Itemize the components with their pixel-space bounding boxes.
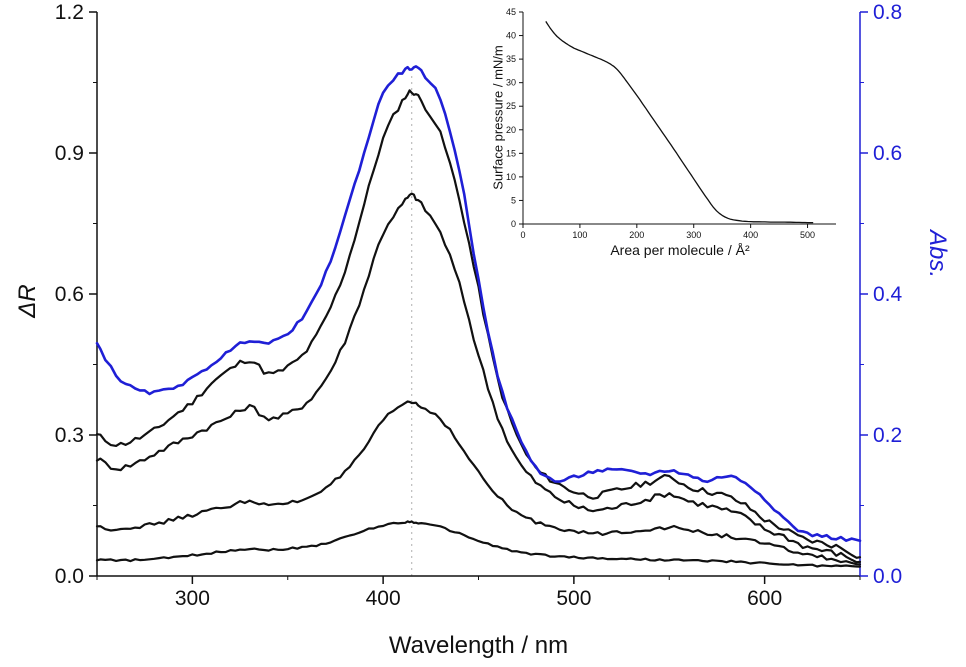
- left-y-axis-label: ΔR: [14, 284, 41, 318]
- tick-label: 0.8: [873, 1, 902, 24]
- series-pressure-area-isotherm: [545, 21, 814, 224]
- inset-x-axis-label: Area per molecule / Å²: [610, 242, 750, 258]
- tick-label: 20: [506, 125, 516, 135]
- tick-label: 0.0: [873, 565, 902, 588]
- tick-label: 0.2: [873, 424, 902, 447]
- tick-label: 0.6: [55, 283, 84, 306]
- right-y-axis-label: Abs.: [924, 229, 951, 279]
- inset-y-axis-label: Surface pressure / mN/m: [490, 45, 506, 190]
- tick-label: 500: [800, 230, 815, 240]
- series-absorbance-spectrum: [95, 65, 862, 543]
- tick-label: 0: [511, 219, 516, 229]
- tick-label: 35: [506, 54, 516, 64]
- tick-label: 100: [572, 230, 587, 240]
- x-axis-label: Wavelength / nm: [388, 632, 569, 659]
- tick-label: 15: [506, 148, 516, 158]
- tick-label: 0.9: [55, 142, 84, 165]
- tick-label: 0.3: [55, 424, 84, 447]
- tick-label: 0.0: [55, 565, 84, 588]
- tick-label: 600: [747, 587, 782, 610]
- tick-label: 45: [506, 7, 516, 17]
- tick-label: 10: [506, 172, 516, 182]
- tick-label: 25: [506, 101, 516, 111]
- tick-label: 5: [511, 195, 516, 205]
- inset-isotherm-plot: 0 5 10 15 20 25 30 35 40 45 0 100 200 300 400 500: [506, 7, 836, 240]
- tick-label: 0: [520, 230, 525, 240]
- tick-label: 500: [556, 587, 591, 610]
- tick-label: 1.2: [55, 1, 84, 24]
- series-reflection-spectrum-1: [95, 89, 862, 559]
- tick-label: 0.4: [873, 283, 903, 306]
- tick-label: 400: [366, 587, 401, 610]
- tick-label: 200: [629, 230, 644, 240]
- tick-label: 40: [506, 31, 516, 41]
- series-reflection-spectrum-4: [95, 520, 862, 568]
- tick-label: 30: [506, 78, 516, 88]
- tick-label: 0.6: [873, 142, 902, 165]
- series-reflection-spectrum-3: [95, 400, 862, 566]
- tick-label: 300: [686, 230, 701, 240]
- series-reflection-spectrum-2: [95, 192, 862, 564]
- tick-label: 300: [175, 587, 210, 610]
- tick-label: 400: [743, 230, 758, 240]
